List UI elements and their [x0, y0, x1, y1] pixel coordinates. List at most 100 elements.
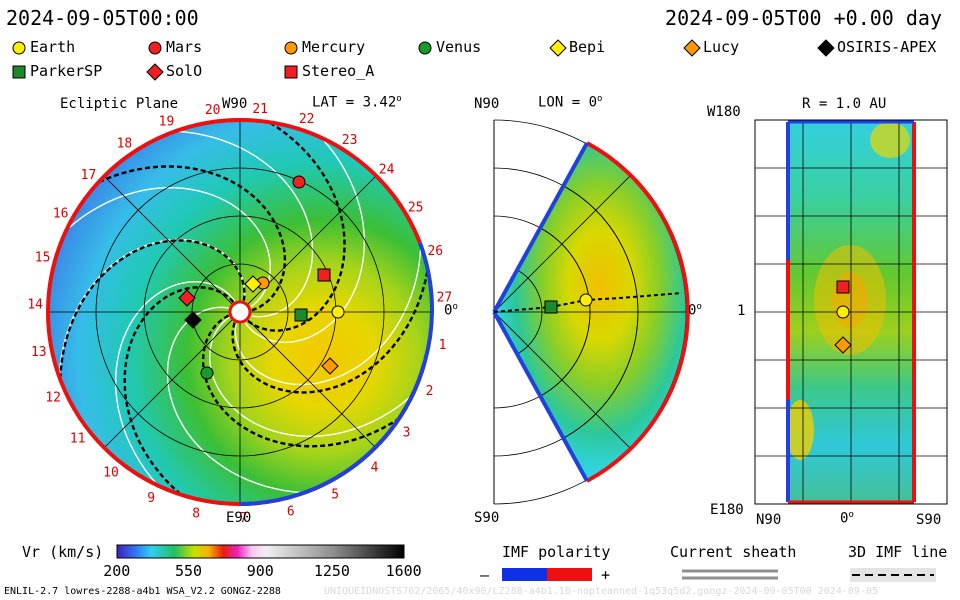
sector-boundary	[166, 306, 326, 494]
diamond-marker-icon	[817, 38, 835, 57]
legend-circle-symbol	[12, 41, 26, 54]
map-lucy-marker	[834, 336, 852, 354]
circle-marker-icon	[12, 41, 26, 54]
legend-label: Lucy	[703, 38, 740, 56]
carrington-tick-label: 8	[192, 506, 200, 521]
legend-item-solo: SolO	[146, 62, 202, 81]
carrington-tick-label: 6	[287, 505, 295, 520]
carrington-tick-label: 25	[408, 200, 424, 215]
circle-marker-icon	[284, 41, 298, 54]
colorbar-tick-label: 900	[246, 562, 274, 580]
venus-marker	[200, 366, 214, 380]
meridional-bodies	[544, 293, 593, 314]
legend-diamond-symbol	[683, 38, 701, 57]
carrington-tick-label: 11	[70, 431, 86, 446]
legend-item-parkersp: ParkerSP	[10, 62, 102, 81]
map-x-mid-label: 0o	[840, 510, 854, 527]
legend-label: SolO	[166, 62, 203, 80]
map-fast-lower	[786, 400, 814, 460]
colorbar-tick-label: 1600	[385, 562, 422, 580]
legend-label: Venus	[436, 38, 482, 56]
ecliptic-bottom-label: E90	[226, 510, 252, 526]
colorbar-tick-label: 200	[103, 562, 131, 580]
colorbar	[116, 544, 405, 559]
map-x-right-label: S90	[916, 512, 942, 528]
imf-field-line	[123, 286, 235, 504]
carrington-tick-label: 14	[27, 298, 43, 313]
imf-polarity-positive	[547, 568, 592, 581]
ecliptic-bodies	[178, 175, 345, 380]
carrington-tick-label: 17	[81, 168, 97, 183]
bepi-marker	[244, 275, 262, 293]
colorbar-label: Vr (km/s)	[22, 543, 104, 561]
imf-field-line	[58, 239, 246, 401]
meridional-boundary-north	[492, 142, 589, 313]
carrington-tick-label: 7	[240, 511, 248, 526]
legend-item-earth: Earth	[10, 38, 75, 57]
map-fast-upper	[870, 122, 910, 158]
legend-label: ParkerSP	[30, 62, 103, 80]
ecliptic-boundary-negative-lower	[239, 360, 427, 506]
sector-boundary	[244, 123, 366, 344]
legend-circle-symbol	[148, 41, 162, 54]
ecliptic-title: Ecliptic Plane	[60, 96, 179, 112]
meridional-boundary-south	[492, 311, 589, 482]
legend-item-venus: Venus	[416, 38, 481, 57]
carrington-tick-label: 12	[45, 391, 61, 406]
map-fast-core	[832, 272, 868, 328]
legend-label: Mercury	[302, 38, 366, 56]
square-marker-icon	[284, 65, 298, 78]
carrington-tick-label: 27	[437, 291, 453, 306]
carrington-tick-label: 9	[147, 491, 155, 506]
footer-run-id: UNIQUEIDNOSTS702/2065/40x90/LZ288-a4b1.1…	[324, 586, 878, 597]
legend-item-osiris-apex: OSIRIS-APEX	[817, 38, 936, 57]
legend-circle-symbol	[284, 41, 298, 54]
colorbar-tick-label: 1250	[313, 562, 350, 580]
sector-boundary	[51, 186, 272, 308]
map-bottom-left-label: E180	[710, 502, 744, 518]
carrington-tick-label: 26	[427, 244, 443, 259]
map-r-label: R = 1.0 AU	[802, 96, 887, 112]
circle-marker-icon	[148, 41, 162, 54]
carrington-tick-label: 19	[159, 115, 175, 130]
carrington-tick-label: 15	[35, 251, 51, 266]
legend-item-lucy: Lucy	[683, 38, 739, 57]
ecliptic-boundary-positive-left	[45, 118, 241, 506]
map-earth-marker	[836, 305, 850, 319]
imf-plus-label: +	[601, 566, 611, 584]
carrington-tick-label: 22	[299, 112, 315, 127]
sector-boundary	[234, 226, 422, 386]
meridional-outer-ring	[493, 167, 639, 457]
diamond-marker-icon	[146, 62, 164, 81]
legend-label: Earth	[30, 38, 76, 56]
meridional-boundary-outer	[586, 141, 690, 483]
diamond-marker-icon	[683, 38, 701, 57]
legend-circle-symbol	[418, 41, 432, 54]
date-right: 2024-09-05T00 +0.00 day	[665, 6, 942, 30]
meridional-panel	[492, 119, 690, 505]
carrington-tick-label: 18	[117, 137, 133, 152]
meridional-bottom-label: S90	[474, 510, 500, 526]
meridional-parker-sp-marker	[544, 300, 558, 314]
sector-boundary	[154, 130, 314, 318]
legend-label: OSIRIS-APEX	[837, 38, 937, 56]
date-left: 2024-09-05T00:00	[6, 6, 199, 30]
ecliptic-lat-label: LAT = 3.42o	[312, 94, 402, 111]
legend-diamond-symbol	[817, 38, 835, 57]
lucy-marker	[321, 357, 339, 375]
legend-label: Mars	[166, 38, 203, 56]
map-panel	[754, 119, 948, 505]
legend-item-stereo-a: Stereo_A	[282, 62, 374, 81]
map-x-left-label: N90	[756, 512, 782, 528]
carrington-tick-label: 13	[31, 345, 47, 360]
meridional-lon-label: LON = 0o	[538, 94, 603, 111]
legend-square-symbol	[12, 65, 26, 78]
meridional-top-label: N90	[474, 96, 500, 112]
solo-marker	[178, 289, 196, 307]
meridional-right-label: 0o	[688, 302, 702, 319]
carrington-tick-label: 2	[426, 384, 434, 399]
carrington-tick-label: 3	[403, 426, 411, 441]
mars-marker	[292, 175, 306, 189]
colorbar-tick-label: 550	[174, 562, 203, 580]
